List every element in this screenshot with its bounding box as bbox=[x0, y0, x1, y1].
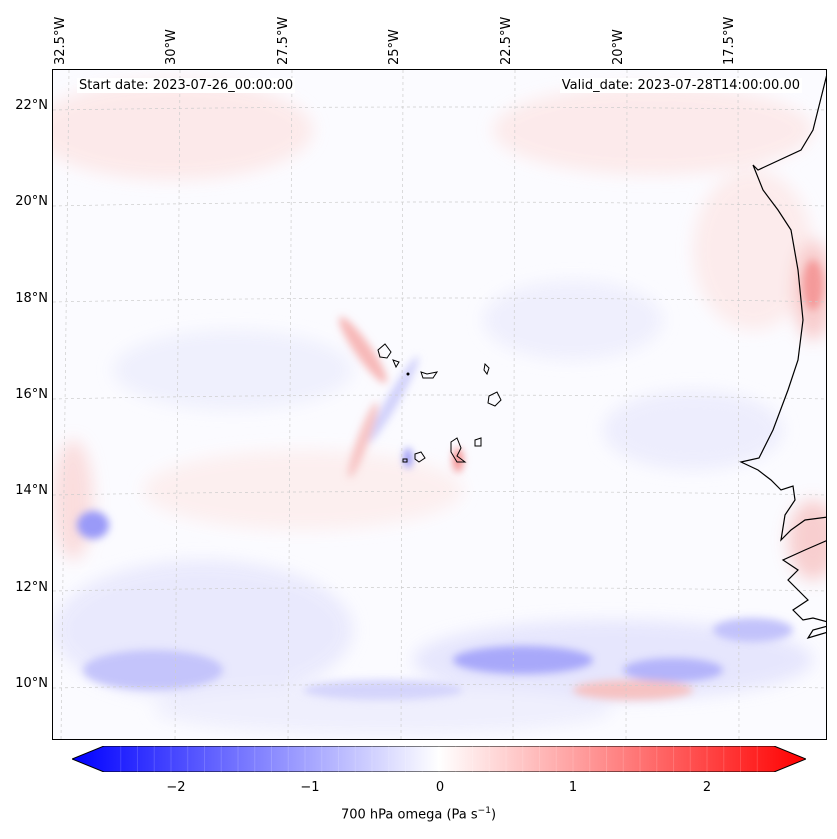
lat-label-12N: 12°N bbox=[15, 580, 48, 595]
lon-label-22.5W: 22.5°W bbox=[499, 16, 514, 65]
convective-features bbox=[77, 260, 823, 700]
lon-label-25W: 25°W bbox=[387, 29, 402, 65]
colorbar-tick-1: 1 bbox=[568, 780, 578, 795]
lon-label-20W: 20°W bbox=[611, 29, 626, 65]
colorbar-tick-neg1: −1 bbox=[300, 780, 320, 795]
start-date-label: Start date: 2023-07-26_00:00:00 bbox=[77, 78, 296, 93]
lat-label-14N: 14°N bbox=[15, 483, 48, 498]
lat-label-22N: 22°N bbox=[15, 98, 48, 113]
lon-label-30W: 30°W bbox=[164, 29, 179, 65]
lon-label-27.5W: 27.5°W bbox=[276, 16, 291, 65]
colorbar-gradient bbox=[72, 746, 806, 772]
colorbar-tick-neg2: −2 bbox=[166, 780, 186, 795]
colorbar-steps bbox=[120, 746, 758, 772]
colorbar-tick-0: 0 bbox=[435, 780, 445, 795]
map-panel: Start date: 2023-07-26_00:00:00 Valid_da… bbox=[52, 69, 827, 740]
colorbar-label: 700 hPa omega (Pa s−1) bbox=[0, 806, 837, 822]
lat-label-10N: 10°N bbox=[15, 676, 48, 691]
coastline bbox=[739, 75, 826, 640]
graticule bbox=[53, 70, 826, 739]
lat-label-16N: 16°N bbox=[15, 387, 48, 402]
cape-verde-islands bbox=[377, 343, 502, 463]
lat-label-20N: 20°N bbox=[15, 194, 48, 209]
lat-label-18N: 18°N bbox=[15, 291, 48, 306]
colorbar-label-text: 700 hPa omega (Pa s bbox=[340, 807, 478, 823]
omega-field bbox=[53, 70, 826, 739]
lon-label-32.5W: 32.5°W bbox=[53, 16, 68, 65]
colorbar-label-close: ) bbox=[490, 807, 497, 823]
colorbar bbox=[72, 746, 806, 772]
colorbar-label-exponent: −1 bbox=[477, 806, 491, 816]
valid-date-label: Valid_date: 2023-07-28T14:00:00.00 bbox=[559, 78, 802, 93]
colorbar-tick-2: 2 bbox=[702, 780, 712, 795]
lon-label-17.5W: 17.5°W bbox=[722, 16, 737, 65]
